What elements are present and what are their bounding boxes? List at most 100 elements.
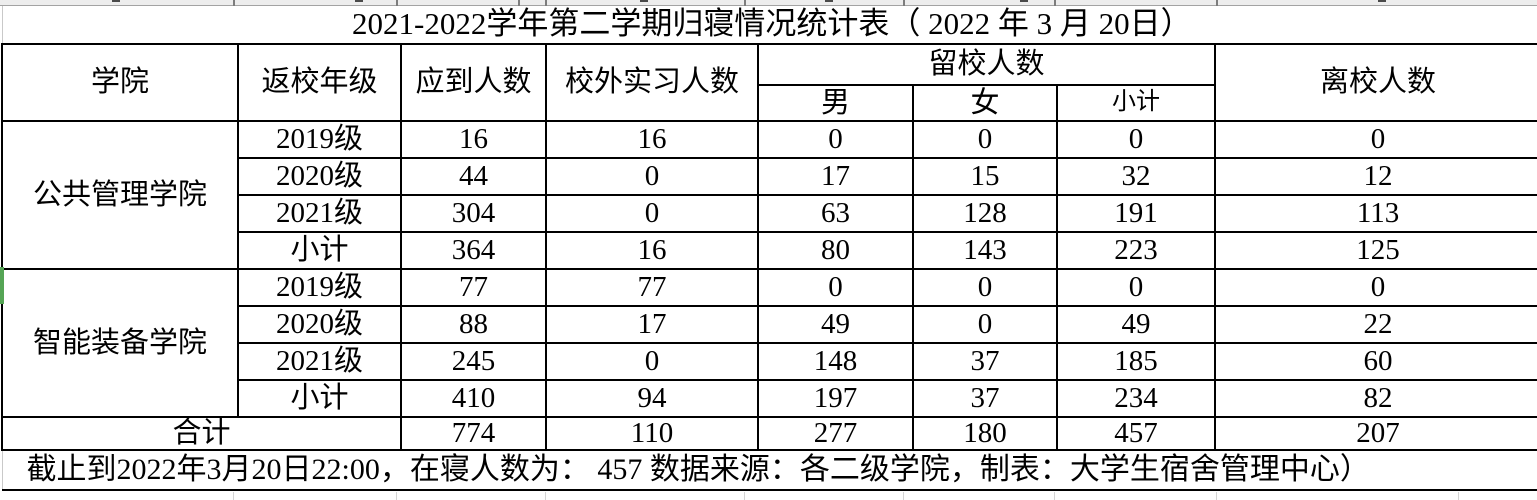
- column-separator: [1054, 0, 1056, 6]
- header-grade[interactable]: 返校年级: [237, 43, 402, 122]
- cell-subtotal-total[interactable]: 457: [1056, 416, 1216, 451]
- cell-female[interactable]: 143: [912, 231, 1058, 270]
- cell-internship[interactable]: 0: [545, 157, 759, 196]
- cell-female[interactable]: 0: [912, 305, 1058, 344]
- cell-internship[interactable]: 0: [545, 342, 759, 381]
- cell-subtotal[interactable]: 32: [1056, 157, 1216, 196]
- header-left-school[interactable]: 离校人数: [1213, 43, 1537, 122]
- cell-internship[interactable]: 94: [545, 379, 759, 418]
- gridline: [903, 492, 904, 500]
- cell-subtotal[interactable]: 185: [1056, 342, 1216, 381]
- cell-expected-total[interactable]: 774: [400, 416, 547, 451]
- header-stay-on-campus[interactable]: 留校人数: [757, 43, 1216, 86]
- cell-internship-total[interactable]: 110: [545, 416, 759, 451]
- column-separator: [233, 0, 235, 6]
- column-separator: [518, 0, 520, 6]
- cell-female[interactable]: 15: [912, 157, 1058, 196]
- gridline: [396, 492, 397, 500]
- cell-grade[interactable]: 2019级: [237, 120, 402, 159]
- cell-expected[interactable]: 364: [400, 231, 547, 270]
- cell-expected[interactable]: 77: [400, 268, 547, 307]
- cell-subtotal[interactable]: 191: [1056, 194, 1216, 233]
- cell-subtotal[interactable]: 0: [1056, 268, 1216, 307]
- next-row-strip: [0, 492, 1537, 500]
- cell-expected[interactable]: 245: [400, 342, 547, 381]
- header-male[interactable]: 男: [757, 84, 914, 122]
- cell-grade[interactable]: 2020级: [237, 305, 402, 344]
- cell-grade[interactable]: 2021级: [237, 342, 402, 381]
- cell-expected[interactable]: 16: [400, 120, 547, 159]
- column-letter-fragment: [825, 0, 833, 2]
- header-expected[interactable]: 应到人数: [400, 43, 547, 122]
- cell-internship[interactable]: 16: [545, 231, 759, 270]
- header-internship[interactable]: 校外实习人数: [545, 43, 759, 122]
- cell-left-school[interactable]: 113: [1213, 194, 1537, 233]
- header-female[interactable]: 女: [912, 84, 1058, 122]
- cell-subtotal[interactable]: 223: [1056, 231, 1216, 270]
- cell-expected[interactable]: 304: [400, 194, 547, 233]
- cell-grade[interactable]: 小计: [237, 231, 402, 270]
- column-separator: [396, 0, 398, 6]
- table-row: 学院 返校年级 应到人数 校外实习人数 留校人数 离校人数: [1, 43, 1537, 122]
- cell-left-school[interactable]: 125: [1213, 231, 1537, 270]
- cell-college[interactable]: 公共管理学院: [1, 120, 239, 270]
- header-subtotal[interactable]: 小计: [1056, 84, 1216, 122]
- cell-subtotal[interactable]: 0: [1056, 120, 1216, 159]
- column-separator: [1216, 0, 1218, 6]
- table-row: 2021级 245 0 148 37 185 60: [2, 342, 1537, 381]
- gridline: [1458, 492, 1459, 500]
- cell-male[interactable]: 49: [757, 305, 914, 344]
- cell-expected[interactable]: 410: [400, 379, 547, 418]
- table-row-footer: 截止到2022年3月20日22:00，在寝人数为： 457 数据来源：各二级学院…: [1, 449, 1537, 491]
- cell-left-school[interactable]: 60: [1213, 342, 1537, 381]
- cell-grade[interactable]: 2021级: [237, 194, 402, 233]
- cell-grade[interactable]: 2019级: [237, 268, 402, 307]
- cell-male[interactable]: 80: [757, 231, 914, 270]
- cell-subtotal[interactable]: 49: [1056, 305, 1216, 344]
- cell-left-school[interactable]: 0: [1213, 268, 1537, 307]
- cell-male[interactable]: 0: [757, 120, 914, 159]
- cell-female[interactable]: 0: [912, 268, 1058, 307]
- column-letter-fragment: [355, 0, 363, 2]
- cell-college[interactable]: 智能装备学院: [1, 268, 239, 418]
- cell-grade[interactable]: 小计: [237, 379, 402, 418]
- cell-subtotal[interactable]: 234: [1056, 379, 1216, 418]
- cell-female[interactable]: 128: [912, 194, 1058, 233]
- cell-left-school[interactable]: 22: [1213, 305, 1537, 344]
- table-row: 智能装备学院 2019级 77 77 0 0 0 0: [1, 268, 1537, 418]
- table-row: 2020级 44 0 17 15 32 12: [2, 157, 1537, 196]
- gridline: [1216, 492, 1217, 500]
- cell-left-school[interactable]: 0: [1213, 120, 1537, 159]
- footer-note-cell[interactable]: 截止到2022年3月20日22:00，在寝人数为： 457 数据来源：各二级学院…: [1, 449, 1537, 491]
- header-college[interactable]: 学院: [1, 43, 239, 122]
- cell-internship[interactable]: 17: [545, 305, 759, 344]
- table-row-subtotal: 小计 364 16 80 143 223 125: [2, 231, 1537, 270]
- cell-male[interactable]: 63: [757, 194, 914, 233]
- cell-female[interactable]: 37: [912, 379, 1058, 418]
- cell-male[interactable]: 197: [757, 379, 914, 418]
- cell-female[interactable]: 0: [912, 120, 1058, 159]
- table-row: 2020级 88 17 49 0 49 22: [2, 305, 1537, 344]
- cell-male[interactable]: 17: [757, 157, 914, 196]
- row-selection-indicator: [0, 267, 4, 304]
- cell-internship[interactable]: 77: [545, 268, 759, 307]
- table-title-cell[interactable]: 2021-2022学年第二学期归寝情况统计表（ 2022 年 3 月 20日）: [1, 6, 1537, 44]
- cell-left-school[interactable]: 82: [1213, 379, 1537, 418]
- cell-male[interactable]: 148: [757, 342, 914, 381]
- table-row: 公共管理学院 2019级 16 16 0 0 0 0: [1, 120, 1537, 270]
- cell-expected[interactable]: 44: [400, 157, 547, 196]
- cell-male[interactable]: 0: [757, 268, 914, 307]
- cell-male-total[interactable]: 277: [757, 416, 914, 451]
- cell-internship[interactable]: 0: [545, 194, 759, 233]
- cell-internship[interactable]: 16: [545, 120, 759, 159]
- cell-expected[interactable]: 88: [400, 305, 547, 344]
- column-separator: [903, 0, 905, 6]
- cell-left-school-total[interactable]: 207: [1213, 416, 1537, 451]
- cell-grade[interactable]: 2020级: [237, 157, 402, 196]
- cell-left-school[interactable]: 12: [1213, 157, 1537, 196]
- cell-total-label[interactable]: 合计: [1, 416, 402, 451]
- cell-female[interactable]: 37: [912, 342, 1058, 381]
- table-row: 男 女 小计: [2, 84, 1537, 122]
- cell-female-total[interactable]: 180: [912, 416, 1058, 451]
